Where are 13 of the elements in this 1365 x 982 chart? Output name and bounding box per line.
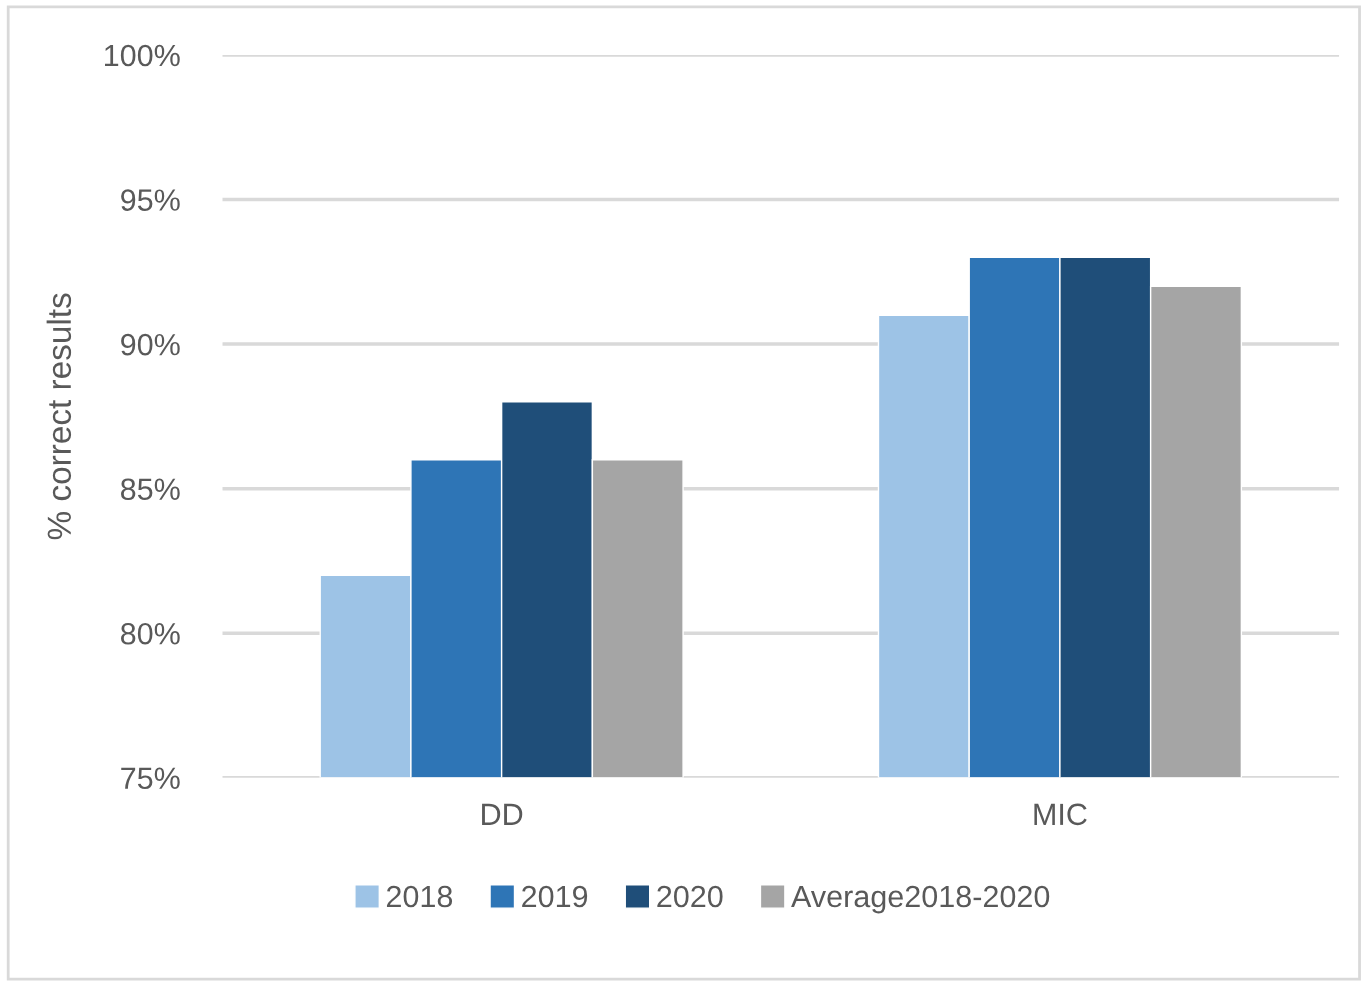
y-tick-label: 95%: [121, 189, 180, 211]
legend-label: 2019: [522, 885, 588, 908]
y-tick-label: 75%: [121, 767, 180, 790]
legend-label: 2020: [657, 885, 723, 908]
y-tick-label: 85%: [121, 478, 180, 501]
y-tick-label: 80%: [121, 622, 180, 645]
x-tick-label: MIC: [1034, 803, 1087, 826]
y-tick-label: 90%: [121, 333, 180, 356]
x-tick-label: DD: [482, 803, 523, 825]
y-axis-title: % correct results: [46, 293, 72, 540]
legend-label: 2018: [386, 885, 453, 908]
y-tick-label: 100%: [105, 44, 180, 67]
legend-label: Average2018-2020: [791, 885, 1050, 914]
